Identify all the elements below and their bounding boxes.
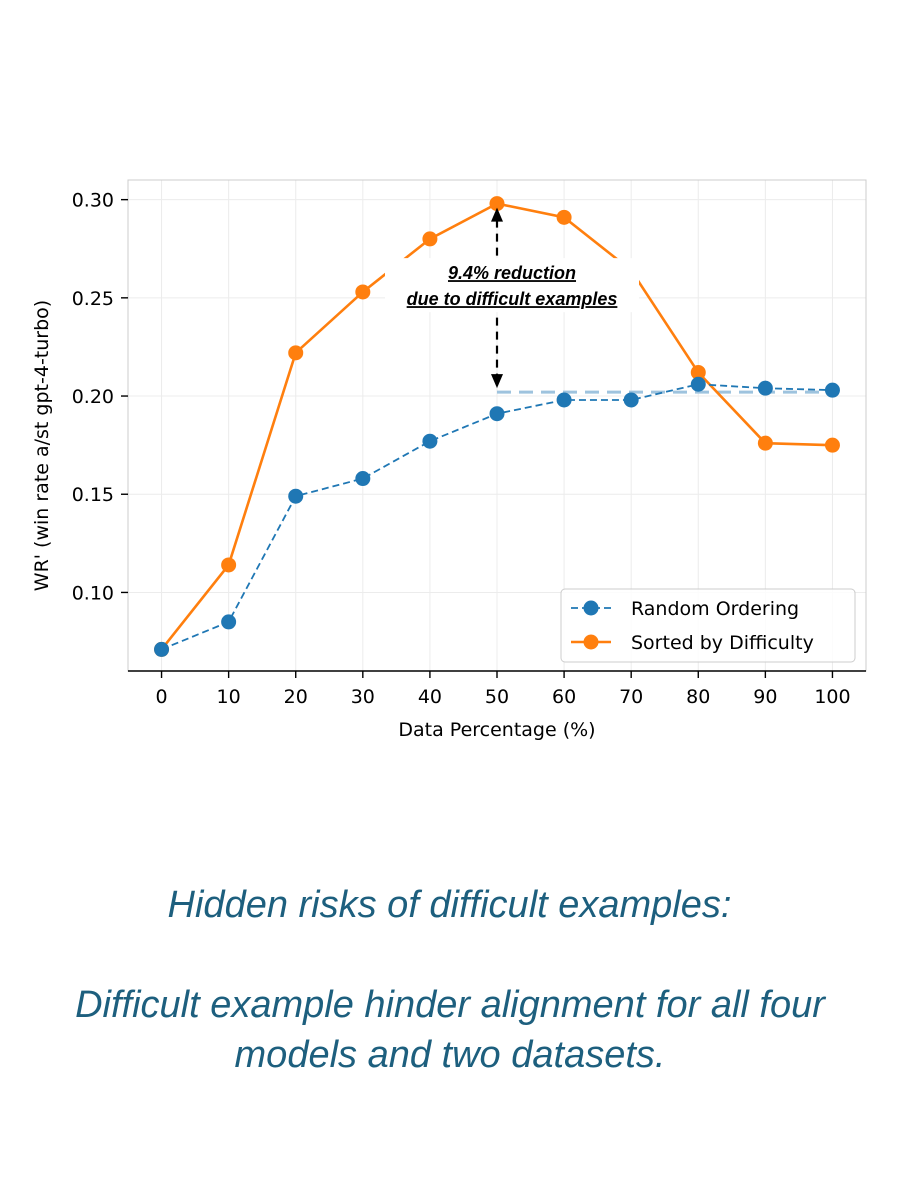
series-point: [288, 345, 304, 361]
x-tick-label: 0: [155, 686, 167, 708]
y-tick-label: 0.15: [72, 484, 114, 506]
series-point: [288, 488, 304, 504]
chart: 0 10 20 30 40 50 60 70 80 90 100 0.10 0.15 0.20 0.25 0.…: [31, 179, 867, 741]
series-point: [154, 641, 170, 657]
legend-label: Random Ordering: [631, 598, 799, 620]
series-point: [422, 433, 438, 449]
legend-swatch-marker: [583, 634, 599, 650]
annotation-background: [385, 258, 639, 313]
x-tick-label: 90: [753, 686, 777, 708]
series-point: [690, 364, 706, 380]
arrow-head-top: [491, 207, 503, 222]
arrow-head-bottom: [491, 374, 503, 389]
series-point: [690, 376, 706, 392]
series-point: [824, 437, 840, 453]
series-point: [824, 382, 840, 398]
y-tick-label: 0.10: [72, 582, 114, 604]
y-axis-label: WR' (win rate a/st gpt-4-turbo): [31, 300, 53, 591]
series-point: [355, 471, 371, 487]
series-point: [422, 231, 438, 247]
y-tick-label: 0.20: [72, 386, 114, 408]
series-point: [355, 284, 371, 300]
x-tick-label: 60: [552, 686, 576, 708]
annotation-line-2: due to difficult examples: [407, 289, 618, 309]
annotation-line-1: 9.4% reduction: [448, 263, 576, 283]
legend-label: Sorted by Difficulty: [631, 632, 814, 654]
x-tick-label: 40: [418, 686, 442, 708]
legend-box: [560, 588, 856, 663]
x-tick-label: 30: [351, 686, 375, 708]
series-point: [623, 392, 639, 408]
series-point: [556, 392, 572, 408]
series-point: [556, 209, 572, 225]
series-point: [757, 380, 773, 396]
series-point: [757, 435, 773, 451]
series-point: [221, 557, 237, 573]
series-point: [489, 196, 505, 212]
y-tick-label: 0.30: [72, 190, 114, 212]
x-tick-label: 100: [814, 686, 850, 708]
caption-body: Difficult example hinder alignment for a…: [75, 984, 825, 1076]
legend: Random Ordering Sorted by Difficulty: [560, 588, 856, 663]
x-tick-label: 20: [284, 686, 308, 708]
y-tick-label: 0.25: [72, 288, 114, 310]
caption-heading: Hidden risks of difficult examples:: [167, 884, 732, 926]
x-tick-label: 50: [485, 686, 509, 708]
x-tick-label: 80: [686, 686, 710, 708]
annotation-layer: 9.4% reduction due to difficult examples: [385, 207, 639, 389]
axes: 0 10 20 30 40 50 60 70 80 90 100 0.10 0.15 0.20 0.25 0.…: [72, 190, 866, 708]
x-tick-label: 70: [619, 686, 643, 708]
series-point: [489, 406, 505, 422]
series-point: [221, 614, 237, 630]
legend-swatch-marker: [583, 600, 599, 616]
x-axis-label: Data Percentage (%): [398, 719, 595, 741]
x-tick-label: 10: [217, 686, 241, 708]
